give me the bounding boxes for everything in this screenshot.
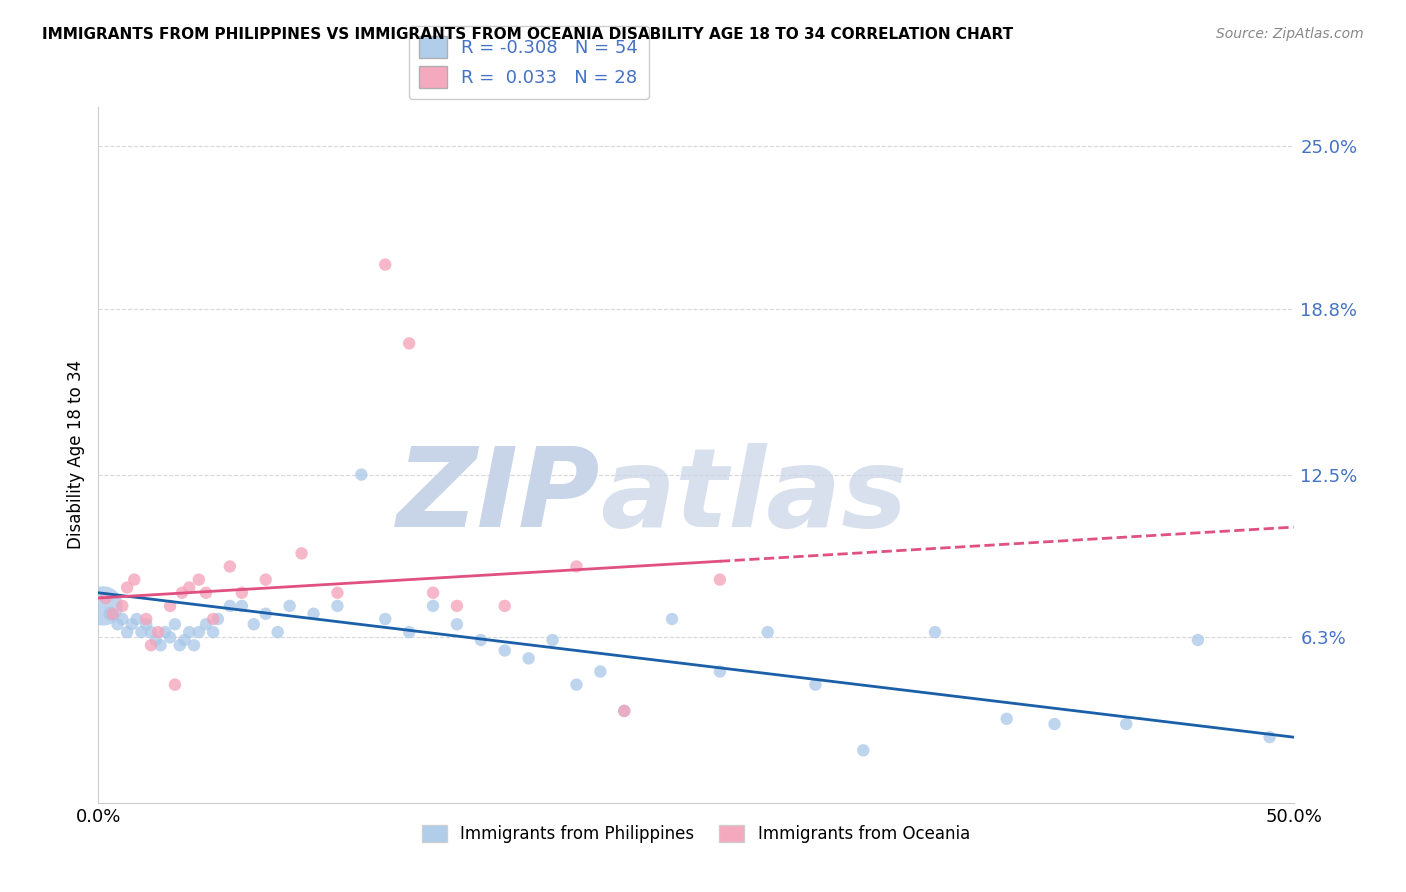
Point [422, 586, 444, 600]
Point [111, 599, 134, 613]
Point [517, 651, 540, 665]
Point [1258, 730, 1281, 744]
Point [565, 559, 588, 574]
Text: atlas: atlas [600, 443, 908, 550]
Point [995, 712, 1018, 726]
Legend: Immigrants from Philippines, Immigrants from Oceania: Immigrants from Philippines, Immigrants … [415, 819, 977, 850]
Point [613, 704, 636, 718]
Text: ZIP: ZIP [396, 443, 600, 550]
Point [202, 625, 225, 640]
Point [613, 704, 636, 718]
Point [219, 559, 242, 574]
Point [231, 586, 253, 600]
Point [91, 599, 114, 613]
Point [111, 612, 134, 626]
Point [350, 467, 373, 482]
Point [98, 607, 122, 621]
Point [219, 599, 242, 613]
Text: Source: ZipAtlas.com: Source: ZipAtlas.com [1216, 27, 1364, 41]
Point [131, 625, 153, 640]
Point [243, 617, 266, 632]
Point [163, 617, 186, 632]
Point [1187, 633, 1209, 648]
Point [183, 638, 205, 652]
Point [278, 599, 301, 613]
Point [565, 678, 588, 692]
Point [179, 581, 201, 595]
Text: IMMIGRANTS FROM PHILIPPINES VS IMMIGRANTS FROM OCEANIA DISABILITY AGE 18 TO 34 C: IMMIGRANTS FROM PHILIPPINES VS IMMIGRANT… [42, 27, 1014, 42]
Point [302, 607, 325, 621]
Point [254, 607, 277, 621]
Point [101, 607, 124, 621]
Point [1043, 717, 1066, 731]
Point [139, 638, 162, 652]
Point [374, 612, 396, 626]
Point [446, 617, 468, 632]
Point [254, 573, 277, 587]
Point [661, 612, 683, 626]
Y-axis label: Disability Age 18 to 34: Disability Age 18 to 34 [66, 360, 84, 549]
Point [291, 546, 314, 560]
Point [541, 633, 564, 648]
Point [159, 631, 181, 645]
Point [326, 599, 349, 613]
Point [398, 336, 420, 351]
Point [163, 678, 186, 692]
Point [494, 599, 516, 613]
Point [494, 643, 516, 657]
Point [145, 633, 167, 648]
Point [139, 625, 162, 640]
Point [135, 612, 157, 626]
Point [195, 586, 218, 600]
Point [267, 625, 290, 640]
Point [202, 612, 225, 626]
Point [756, 625, 779, 640]
Point [159, 599, 181, 613]
Point [107, 617, 129, 632]
Point [207, 612, 229, 626]
Point [852, 743, 875, 757]
Point [187, 573, 209, 587]
Point [422, 599, 444, 613]
Point [1115, 717, 1137, 731]
Point [709, 573, 731, 587]
Point [125, 612, 148, 626]
Point [804, 678, 827, 692]
Point [374, 258, 396, 272]
Point [94, 591, 117, 605]
Point [115, 581, 138, 595]
Point [172, 586, 194, 600]
Point [148, 625, 170, 640]
Point [155, 625, 177, 640]
Point [589, 665, 612, 679]
Point [709, 665, 731, 679]
Point [195, 617, 218, 632]
Point [124, 573, 146, 587]
Point [924, 625, 946, 640]
Point [470, 633, 492, 648]
Point [398, 625, 420, 640]
Point [135, 617, 157, 632]
Point [169, 638, 191, 652]
Point [115, 625, 138, 640]
Point [121, 617, 143, 632]
Point [173, 633, 195, 648]
Point [187, 625, 209, 640]
Point [231, 599, 253, 613]
Point [179, 625, 201, 640]
Point [446, 599, 468, 613]
Point [326, 586, 349, 600]
Point [149, 638, 172, 652]
